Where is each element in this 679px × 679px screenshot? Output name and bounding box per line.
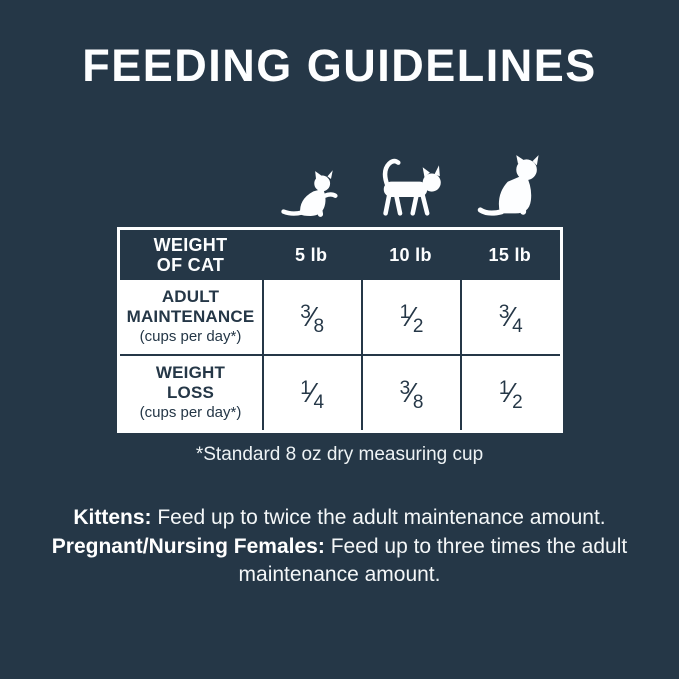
- cat-size-icons: [117, 152, 563, 218]
- fraction-value: 3⁄8: [300, 301, 325, 337]
- feeding-table-body: ADULT MAINTENANCE (cups per day*) 3⁄8 1⁄…: [119, 280, 560, 430]
- header-cell-5lb: 5 lb: [295, 244, 328, 265]
- fraction-value: 1⁄2: [498, 377, 523, 413]
- kitten-icon: [281, 170, 338, 217]
- large-cat-icon: [477, 155, 539, 216]
- adult-cat-icon: [383, 158, 442, 216]
- feeding-table-header: WEIGHT OF CAT 5 lb 10 lb 15 lb: [120, 230, 560, 280]
- header-cell-10lb: 10 lb: [389, 244, 432, 265]
- fraction-value: 1⁄4: [300, 377, 325, 413]
- row-label-line1: ADULT: [161, 287, 220, 307]
- row-label-note: (cups per day*): [139, 404, 242, 422]
- feeding-table: WEIGHT OF CAT 5 lb 10 lb 15 lb ADULT MAI…: [116, 227, 563, 433]
- fraction-value: 3⁄8: [399, 377, 424, 413]
- header-cell-weight-of-cat: WEIGHT OF CAT: [120, 230, 262, 280]
- pregnant-note-text: Feed up to three times the adult mainten…: [238, 534, 628, 587]
- cat-cell-10lb: [360, 158, 461, 218]
- row-label-line2: MAINTENANCE: [126, 307, 255, 327]
- page-title: FEEDING GUIDELINES: [82, 40, 597, 91]
- table-row-weight-loss: WEIGHT LOSS (cups per day*) 1⁄4 3⁄8 1⁄2: [119, 354, 560, 430]
- pregnant-note-lead: Pregnant/Nursing Females:: [51, 534, 325, 558]
- row-label-adult-maintenance: ADULT MAINTENANCE (cups per day*): [120, 280, 262, 354]
- fraction-value: 3⁄4: [498, 301, 523, 337]
- header-weight-line2: OF CAT: [156, 255, 225, 275]
- pregnant-nursing-note: Pregnant/Nursing Females: Feed up to thr…: [35, 533, 645, 590]
- header-cell-15lb: 15 lb: [488, 244, 532, 265]
- header-weight-line1: WEIGHT: [153, 234, 228, 255]
- kittens-note-text: Feed up to twice the adult maintenance a…: [157, 506, 606, 529]
- row-label-line2: LOSS: [166, 383, 215, 403]
- value-cell-adult-10lb: 1⁄2: [360, 280, 460, 354]
- feeding-notes: Kittens: Feed up to twice the adult main…: [35, 504, 645, 590]
- cat-cell-5lb: [259, 170, 360, 218]
- value-cell-loss-5lb: 1⁄4: [261, 356, 361, 430]
- row-label-weight-loss: WEIGHT LOSS (cups per day*): [120, 356, 262, 430]
- value-cell-loss-10lb: 3⁄8: [360, 356, 460, 430]
- row-label-line1: WEIGHT: [155, 363, 226, 383]
- cat-cell-15lb: [461, 154, 562, 218]
- row-label-note: (cups per day*): [139, 328, 242, 346]
- value-cell-adult-15lb: 3⁄4: [460, 280, 559, 354]
- kittens-note-lead: Kittens:: [73, 506, 152, 529]
- table-row-adult-maintenance: ADULT MAINTENANCE (cups per day*) 3⁄8 1⁄…: [120, 280, 560, 354]
- value-cell-adult-5lb: 3⁄8: [261, 280, 361, 354]
- fraction-value: 1⁄2: [399, 301, 424, 337]
- value-cell-loss-15lb: 1⁄2: [460, 356, 559, 430]
- kittens-note: Kittens: Feed up to twice the adult main…: [35, 504, 645, 533]
- measuring-cup-footnote: *Standard 8 oz dry measuring cup: [195, 444, 484, 465]
